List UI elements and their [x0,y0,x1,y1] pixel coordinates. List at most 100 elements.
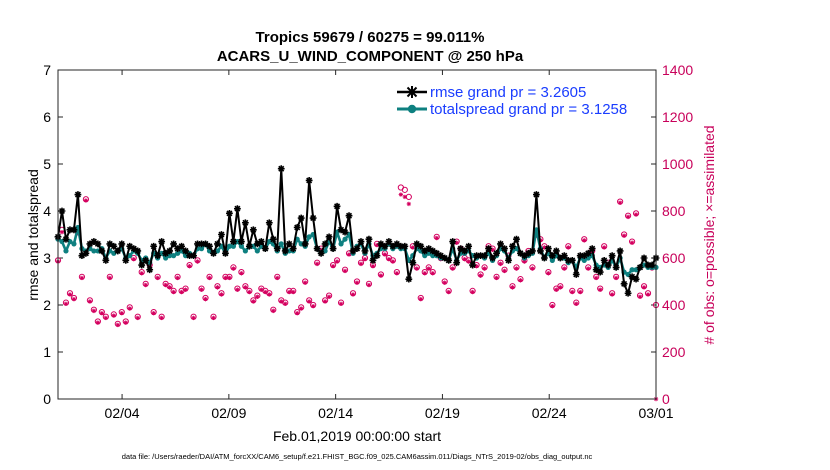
rmse-point [237,238,245,245]
right-axis-ticks: 0 200 400 600 800 1000 1200 1400 [651,62,693,407]
obs-assimilated-point [211,315,216,321]
rmse-point [142,256,150,264]
obs-assimilated-point [183,287,188,292]
totalspread-point [242,248,248,254]
x-tick-label: 02/19 [425,405,460,421]
obs-assimilated-point [298,306,304,311]
rmse-point [497,240,504,248]
obs-assimilated-point [609,292,615,297]
rmse-point [564,256,572,264]
rmse-point [329,245,337,252]
totalspread-point [71,241,77,247]
rmse-point [206,242,213,250]
rmse-point [536,247,544,255]
totalspread-point [230,243,237,249]
left-tick-label: 5 [43,156,51,172]
obs-assimilated-point [478,273,483,278]
rmse-point [393,240,401,248]
obs-assimilated-point [67,292,73,297]
rmse-point [325,233,333,241]
left-tick-label: 6 [43,109,51,125]
totalspread-point [67,238,73,245]
left-tick-label: 7 [43,62,51,78]
obs-assimilated-point [263,289,268,295]
rmse-point [70,226,78,234]
rmse-point [249,226,257,234]
obs-assimilated-point [103,315,109,321]
obs-assimilated-point [179,289,184,295]
rmse-point [608,252,616,260]
left-tick-label: 2 [43,297,51,313]
rmse-point [150,242,158,250]
obs-assimilated-point [259,287,264,292]
rmse-point [576,252,584,260]
rmse-point [620,280,628,288]
obs-assimilated-point [362,256,368,262]
obs-assimilated-point [175,275,180,281]
obs-assimilated-point [255,294,260,299]
rmse-point [525,249,532,257]
rmse-point [337,226,345,234]
totalspread-point [59,238,65,245]
left-tick-label: 4 [43,203,51,219]
obs-assimilated-point [566,245,571,250]
rmse-point [373,252,381,260]
rmse-point [170,240,178,248]
obs-assimilated-point [482,266,487,271]
obs-assimilated-point [127,306,132,311]
rmse-point [389,242,397,250]
obs-assimilated-point [151,311,156,316]
rmse-point [345,212,353,220]
obs-assimilated-point [219,292,224,297]
rmse-point [529,247,536,255]
obs-assimilated-point [434,235,439,241]
rmse-point [106,240,114,248]
rmse-point [333,202,341,210]
right-axis-label: # of obs: o=possible; ×=assimilated [701,125,717,344]
left-tick-label: 1 [43,344,51,360]
obs-assimilated-point [139,271,144,276]
rmse-point [269,235,277,243]
legend-rmse-label: rmse grand pr = 3.2605 [430,84,586,101]
rmse-point [584,249,592,257]
rmse-point [285,240,293,248]
obs-assimilated-point [406,201,412,207]
totalspread-point [266,238,272,245]
x-tick-label: 02/24 [532,405,567,421]
obs-assimilated-point [167,285,172,290]
rmse-point [349,247,357,255]
rmse-point [628,273,636,281]
rmse-point [114,247,122,255]
rmse-point [449,238,457,245]
totalspread-point [182,253,189,259]
right-tick-label: 0 [662,391,670,407]
obs-assimilated-point [326,294,332,299]
rmse-point [493,249,500,257]
rmse-point [98,247,106,255]
rmse-point [186,252,193,260]
obs-assimilated-point [358,261,364,267]
obs-assimilated-markers [55,192,659,402]
rmse-point [134,247,142,255]
obs-assimilated-point [450,266,455,271]
obs-assimilated-point [550,303,555,309]
rmse-point [505,256,512,264]
rmse-point [588,245,596,252]
rmse-point [102,256,110,264]
x-tick-label: 02/14 [318,405,353,421]
rmse-point [74,191,82,198]
totalspread-point [641,262,647,268]
x-axis-ticks: 02/04 02/09 02/14 02/19 02/24 03/01 [105,70,674,421]
totalspread-point [334,229,340,235]
obs-assimilated-point [530,266,535,271]
rmse-point [381,242,389,250]
rmse-point [110,242,118,250]
obs-assimilated-point [191,315,196,321]
rmse-point [122,256,130,264]
x-axis-label: Feb.01,2019 00:00:00 start [273,428,441,444]
obs-assimilated-point [279,299,284,304]
obs-assimilated-point [267,292,272,297]
obs-assimilated-point [83,198,89,203]
obs-assimilated-point [490,247,495,252]
